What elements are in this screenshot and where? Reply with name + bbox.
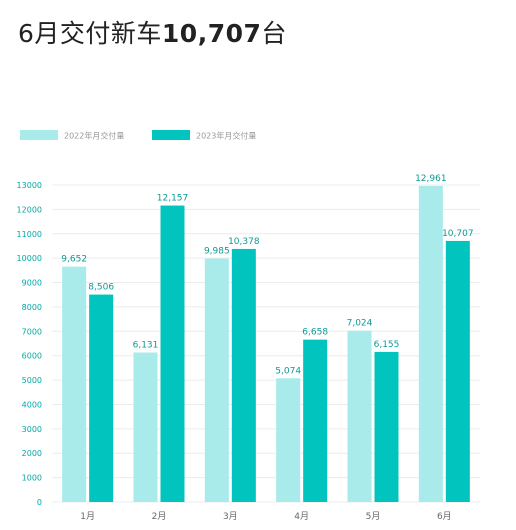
bar-2023: [89, 294, 114, 502]
y-tick-label: 9000: [22, 279, 42, 288]
y-tick-label: 2000: [22, 449, 42, 458]
bar-2022: [347, 330, 372, 502]
y-tick-label: 8000: [22, 303, 42, 312]
data-label: 6,155: [374, 340, 400, 350]
x-axis: 1月 2月 3月 4月 5月 6月: [80, 511, 451, 522]
legend: 2022年月交付量 2023年月交付量: [20, 130, 256, 141]
data-label: 10,378: [228, 237, 260, 247]
bar-2022: [418, 185, 443, 503]
legend-swatch-2: [152, 130, 190, 140]
y-tick-label: 13000: [17, 181, 42, 190]
bar-2023: [374, 351, 399, 502]
y-tick-label: 7000: [22, 327, 42, 336]
x-tick-label: 4月: [294, 511, 309, 522]
x-tick-label: 1月: [80, 511, 95, 522]
y-tick-label: 5000: [22, 376, 42, 385]
title-suffix: 台: [261, 19, 287, 48]
data-label: 8,506: [88, 283, 114, 293]
data-label: 5,074: [275, 366, 301, 376]
legend-label-2: 2023年月交付量: [196, 131, 256, 141]
bar-2023: [445, 240, 470, 502]
data-label: 6,658: [302, 328, 328, 338]
y-tick-label: 11000: [17, 230, 42, 239]
bar-2023: [160, 205, 185, 503]
y-tick-label: 6000: [22, 352, 42, 361]
y-axis: 0 1000 2000 3000 4000 5000 6000 7000 8000 9000 100…: [17, 181, 42, 507]
title-prefix: 6月交付新车: [18, 19, 162, 48]
y-tick-label: 10000: [17, 254, 42, 263]
bar-2022: [133, 352, 158, 502]
data-label: 12,961: [415, 174, 447, 184]
y-tick-label: 1000: [22, 474, 42, 483]
bar-2022: [204, 258, 229, 502]
data-label: 9,652: [61, 255, 87, 265]
y-tick-label: 0: [37, 498, 42, 507]
gridlines: [52, 184, 480, 503]
bar-2023: [231, 248, 256, 502]
data-label: 12,157: [157, 194, 189, 204]
legend-swatch-1: [20, 130, 58, 140]
y-tick-label: 4000: [22, 400, 42, 409]
legend-label-1: 2022年月交付量: [64, 131, 124, 141]
data-label: 9,985: [204, 247, 230, 257]
data-label: 10,707: [442, 229, 474, 239]
x-tick-label: 3月: [223, 511, 238, 522]
data-label: 7,024: [347, 319, 373, 329]
y-tick-label: 12000: [17, 205, 42, 214]
x-tick-label: 2月: [152, 511, 167, 522]
page-title: 6月交付新车10,707台: [18, 14, 287, 50]
bar-2022: [62, 266, 87, 502]
data-label: 6,131: [133, 340, 159, 350]
y-tick-label: 3000: [22, 425, 42, 434]
title-number: 10,707: [161, 19, 262, 48]
x-tick-label: 5月: [366, 511, 381, 522]
bar-2023: [303, 339, 328, 502]
bar-2022: [276, 378, 301, 502]
x-tick-label: 6月: [437, 511, 452, 522]
